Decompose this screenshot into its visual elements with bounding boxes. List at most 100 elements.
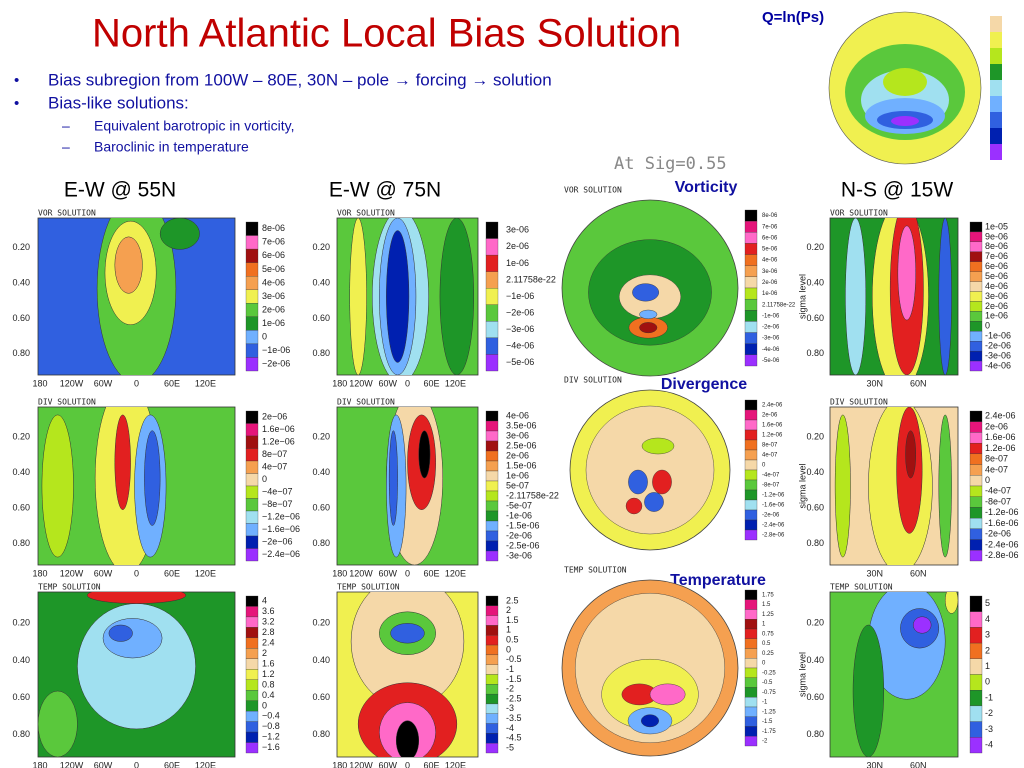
legend-label: -3.5 xyxy=(506,713,522,723)
plot-title: TEMP SOLUTION xyxy=(830,583,893,592)
legend-swatch xyxy=(969,658,983,675)
legend-swatch xyxy=(245,535,259,549)
y-tick-label: 0.80 xyxy=(12,729,30,739)
y-tick-label: 0.20 xyxy=(312,242,330,252)
legend-label: -1.2e-06 xyxy=(762,493,785,499)
legend-swatch xyxy=(485,733,499,744)
legend-label: -1.5 xyxy=(506,674,522,684)
legend-label: -0.75 xyxy=(762,690,776,696)
y-tick-label: 0.80 xyxy=(312,348,330,358)
legend-label: -1.5 xyxy=(762,719,773,725)
legend-label: 2e-06 xyxy=(985,301,1008,311)
legend-swatch xyxy=(485,595,499,606)
legend-swatch xyxy=(485,490,499,502)
legend-swatch xyxy=(744,736,758,747)
legend-label: -2.4e-06 xyxy=(985,539,1019,549)
legend-label: 4 xyxy=(985,614,990,624)
legend-swatch xyxy=(245,248,259,263)
legend-label: −4e−07 xyxy=(262,487,293,497)
contour xyxy=(938,218,952,375)
legend-swatch xyxy=(744,429,758,441)
legend-swatch xyxy=(969,432,983,444)
legend-swatch xyxy=(245,343,259,358)
legend-label: 1.2e-06 xyxy=(985,443,1016,453)
plot-title: DIV SOLUTION xyxy=(830,398,888,407)
legend-swatch xyxy=(969,705,983,722)
legend-label: -3e-06 xyxy=(985,350,1011,360)
legend-swatch xyxy=(485,221,499,239)
legend-label: -1.75 xyxy=(762,729,776,735)
legend-label: -2e-06 xyxy=(762,513,780,519)
y-tick-label: 0.60 xyxy=(12,502,30,512)
legend-swatch xyxy=(245,700,259,712)
plot-title: VOR SOLUTION xyxy=(564,186,622,195)
legend-swatch xyxy=(245,742,259,754)
legend-label: -1e-06 xyxy=(506,510,532,520)
y-tick-label: 0.20 xyxy=(312,618,330,628)
legend-swatch xyxy=(969,496,983,508)
legend-swatch xyxy=(744,499,758,511)
legend-label: 1 xyxy=(762,622,766,628)
legend-label: 1 xyxy=(506,625,511,635)
legend-label: -1 xyxy=(762,700,768,706)
legend-swatch xyxy=(245,648,259,659)
bullet-dot: • xyxy=(14,72,19,89)
sub-bullet: Baroclinic in temperature xyxy=(94,139,249,155)
legend-swatch xyxy=(969,517,983,530)
legend-swatch xyxy=(744,658,758,669)
legend-swatch xyxy=(245,423,259,437)
legend-swatch xyxy=(485,654,499,665)
legend-swatch xyxy=(485,304,499,322)
contour xyxy=(632,283,659,302)
contour xyxy=(644,492,664,512)
plot-panel xyxy=(37,217,236,376)
legend-swatch xyxy=(969,507,983,519)
legend-label: 6e-06 xyxy=(262,250,285,260)
legend-swatch xyxy=(969,464,983,476)
legend-label: 5 xyxy=(985,598,990,608)
legend-swatch xyxy=(485,550,499,562)
legend-swatch xyxy=(485,440,499,452)
contour xyxy=(628,469,648,495)
legend-swatch xyxy=(969,485,983,497)
plot-panel xyxy=(561,199,739,377)
legend-swatch xyxy=(245,637,259,649)
y-tick-label: 0.80 xyxy=(806,538,824,548)
y-tick-label: 0.60 xyxy=(312,502,330,512)
legend-label: 2.11758e-22 xyxy=(506,274,556,284)
legend-label: -2e-06 xyxy=(506,530,532,540)
legend-label: 1.5 xyxy=(506,615,519,625)
legend-label: 3.2 xyxy=(262,617,275,627)
legend-swatch xyxy=(245,485,259,499)
y-tick-label: 0.80 xyxy=(12,538,30,548)
x-tick-label: 120E xyxy=(195,378,216,388)
legend-label: 4 xyxy=(262,596,267,606)
legend-label: -4e-07 xyxy=(985,486,1011,496)
legend-swatch xyxy=(245,548,259,562)
legend-label: 1.25 xyxy=(762,612,774,618)
x-tick-label: 120W xyxy=(60,760,84,768)
legend-swatch xyxy=(969,410,983,422)
legend-label: 4e−07 xyxy=(262,462,287,472)
legend-swatch xyxy=(485,540,499,552)
legend-swatch xyxy=(744,529,758,541)
legend-swatch xyxy=(969,311,983,322)
legend-label: 2e-06 xyxy=(506,241,529,251)
legend-label: 1.5e-06 xyxy=(506,460,537,470)
x-tick-label: 60E xyxy=(164,568,180,578)
y-tick-label: 0.80 xyxy=(12,348,30,358)
x-tick-label: 180 xyxy=(332,378,347,388)
legend-label: -3e-06 xyxy=(762,336,780,342)
plot-title: TEMP SOLUTION xyxy=(337,583,400,592)
legend-label: 2.8 xyxy=(262,627,275,637)
legend-label: 4e-06 xyxy=(262,277,285,287)
legend-label: -2 xyxy=(762,739,768,745)
legend-label: -5e-07 xyxy=(506,500,532,510)
legend-swatch xyxy=(744,399,758,411)
legend-swatch xyxy=(245,221,259,236)
contour xyxy=(108,624,133,642)
legend-label: −5e-06 xyxy=(506,357,534,367)
legend-label: −1e-06 xyxy=(262,345,290,355)
legend-swatch xyxy=(969,674,983,691)
x-tick-label: 60E xyxy=(164,378,180,388)
